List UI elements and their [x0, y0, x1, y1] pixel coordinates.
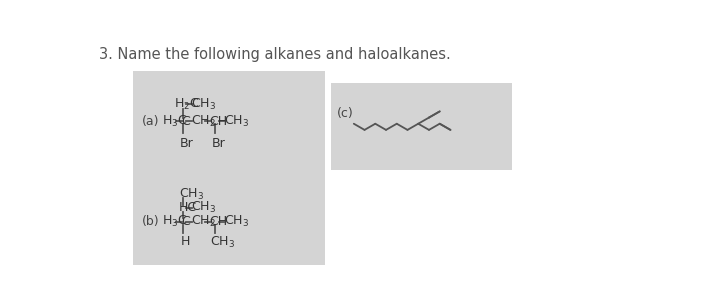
- Text: H$_3$C: H$_3$C: [162, 114, 187, 129]
- Text: CH$_3$: CH$_3$: [179, 187, 204, 202]
- Text: C: C: [182, 115, 190, 128]
- Text: (a): (a): [141, 115, 159, 128]
- Text: CH$_3$: CH$_3$: [224, 114, 248, 129]
- Text: CH: CH: [209, 115, 228, 128]
- Text: H$_3$C: H$_3$C: [162, 214, 187, 229]
- Text: HC: HC: [179, 201, 197, 214]
- FancyBboxPatch shape: [332, 83, 512, 170]
- Text: CH$_3$: CH$_3$: [191, 97, 216, 112]
- FancyBboxPatch shape: [133, 171, 325, 265]
- Text: H: H: [181, 235, 190, 248]
- Text: 3. Name the following alkanes and haloalkanes.: 3. Name the following alkanes and haloal…: [99, 47, 451, 62]
- Text: CH: CH: [209, 215, 228, 228]
- Text: CH$_2$: CH$_2$: [191, 114, 216, 129]
- Text: CH$_3$: CH$_3$: [210, 235, 236, 251]
- Text: Br: Br: [180, 137, 194, 150]
- FancyBboxPatch shape: [133, 71, 325, 171]
- Text: (b): (b): [141, 215, 159, 228]
- Text: CH$_3$: CH$_3$: [191, 200, 216, 215]
- Text: (c): (c): [337, 107, 354, 120]
- Text: Br: Br: [212, 137, 226, 150]
- Text: H$_2$C: H$_2$C: [174, 97, 200, 112]
- Text: CH$_3$: CH$_3$: [224, 214, 248, 229]
- Text: CH$_2$: CH$_2$: [191, 214, 216, 229]
- Text: C: C: [182, 215, 190, 228]
